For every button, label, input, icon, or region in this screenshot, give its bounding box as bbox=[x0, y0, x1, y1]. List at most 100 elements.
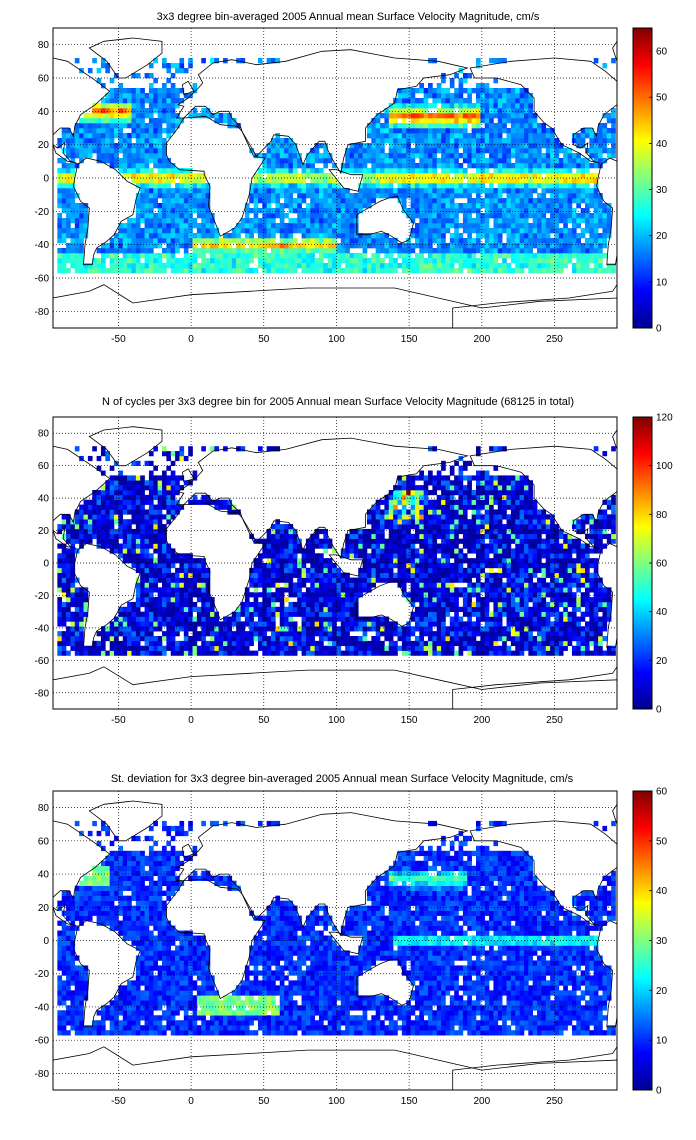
heatmap-cell bbox=[419, 173, 424, 179]
heatmap-cell bbox=[419, 118, 424, 124]
heatmap-cell bbox=[371, 640, 376, 647]
heatmap-cell bbox=[314, 208, 320, 214]
heatmap-cell bbox=[353, 213, 359, 219]
heatmap-cell bbox=[593, 263, 599, 269]
heatmap-cell bbox=[271, 253, 276, 259]
heatmap-cell bbox=[375, 168, 381, 174]
heatmap-cell bbox=[288, 178, 294, 184]
heatmap-cell bbox=[567, 173, 573, 179]
heatmap-cell bbox=[153, 616, 158, 622]
heatmap-cell bbox=[201, 198, 206, 204]
heatmap-cell bbox=[275, 178, 281, 184]
heatmap-cell bbox=[593, 183, 599, 189]
heatmap-cell bbox=[240, 243, 246, 249]
heatmap-cell bbox=[292, 153, 298, 159]
heatmap-cell bbox=[571, 158, 577, 164]
heatmap-cell bbox=[532, 128, 538, 134]
heatmap-cell bbox=[358, 621, 363, 627]
heatmap-cell bbox=[214, 228, 220, 234]
heatmap-cell bbox=[153, 58, 158, 64]
heatmap-cell bbox=[218, 621, 224, 627]
heatmap-cell bbox=[436, 88, 442, 94]
heatmap-cell bbox=[476, 631, 481, 637]
heatmap-cell bbox=[266, 148, 272, 154]
heatmap-cell bbox=[419, 626, 424, 632]
heatmap-cell bbox=[410, 268, 416, 274]
heatmap-cell bbox=[66, 218, 71, 224]
heatmap-cell bbox=[585, 148, 590, 154]
heatmap-cell bbox=[489, 173, 494, 179]
heatmap-cell bbox=[589, 188, 595, 194]
heatmap-cell bbox=[288, 163, 294, 169]
heatmap-cell bbox=[122, 103, 128, 109]
heatmap-cell bbox=[170, 253, 176, 259]
heatmap-cell bbox=[519, 645, 525, 651]
heatmap-cell bbox=[441, 103, 446, 109]
heatmap-cell bbox=[183, 243, 189, 249]
heatmap-cell bbox=[192, 203, 198, 209]
heatmap-cell bbox=[519, 118, 525, 124]
heatmap-cell bbox=[166, 636, 172, 642]
heatmap-cell bbox=[571, 178, 577, 184]
heatmap-cell bbox=[61, 238, 67, 244]
heatmap-cell bbox=[340, 258, 346, 264]
heatmap-cell bbox=[144, 248, 150, 254]
heatmap-cell bbox=[554, 203, 560, 209]
heatmap-cell bbox=[432, 645, 438, 651]
heatmap-cell bbox=[441, 143, 446, 149]
heatmap-cell bbox=[87, 138, 93, 144]
heatmap-cell bbox=[310, 611, 315, 617]
heatmap-cell bbox=[458, 123, 464, 129]
heatmap-cell bbox=[319, 228, 324, 234]
heatmap-cell bbox=[406, 248, 411, 254]
heatmap-cell bbox=[550, 640, 555, 647]
heatmap-cell bbox=[541, 153, 547, 159]
heatmap-cell bbox=[323, 263, 329, 269]
heatmap-cell bbox=[410, 626, 416, 632]
heatmap-cell bbox=[571, 198, 577, 204]
heatmap-cell bbox=[441, 78, 446, 84]
heatmap-cell bbox=[301, 626, 307, 632]
heatmap-cell bbox=[393, 133, 398, 139]
heatmap-cell bbox=[196, 193, 202, 199]
heatmap-cell bbox=[523, 158, 529, 164]
heatmap-cell bbox=[589, 228, 595, 234]
heatmap-cell bbox=[449, 597, 455, 603]
heatmap-cell bbox=[410, 597, 416, 603]
heatmap-cell bbox=[353, 163, 359, 169]
heatmap-cell bbox=[563, 621, 568, 627]
heatmap-cell bbox=[144, 193, 150, 199]
heatmap-cell bbox=[497, 153, 503, 159]
heatmap-cell bbox=[502, 178, 507, 184]
heatmap-cell bbox=[61, 645, 67, 651]
heatmap-cell bbox=[327, 208, 333, 214]
heatmap-cell bbox=[371, 148, 376, 154]
heatmap-cell bbox=[419, 587, 424, 593]
heatmap-cell bbox=[74, 611, 80, 617]
heatmap-cell bbox=[506, 587, 512, 593]
heatmap-cell bbox=[244, 587, 250, 593]
heatmap-cell bbox=[384, 163, 390, 169]
heatmap-cell bbox=[118, 611, 124, 617]
heatmap-cell bbox=[297, 582, 302, 588]
heatmap-cell bbox=[510, 108, 516, 114]
heatmap-cell bbox=[114, 108, 119, 114]
heatmap-cell bbox=[244, 636, 250, 642]
heatmap-cell bbox=[523, 233, 529, 239]
heatmap-cell bbox=[602, 208, 608, 214]
heatmap-cell bbox=[406, 597, 411, 603]
heatmap-cell bbox=[327, 621, 333, 627]
heatmap-cell bbox=[401, 268, 407, 274]
heatmap-cell bbox=[196, 621, 202, 627]
heatmap-cell bbox=[249, 198, 254, 204]
heatmap-cell bbox=[545, 208, 551, 214]
heatmap-cell bbox=[340, 640, 346, 647]
heatmap-cell bbox=[140, 636, 145, 642]
heatmap-cell bbox=[541, 213, 547, 219]
heatmap-cell bbox=[57, 198, 63, 204]
heatmap-cell bbox=[183, 183, 189, 189]
heatmap-cell bbox=[175, 183, 180, 189]
heatmap-cell bbox=[249, 228, 254, 234]
heatmap-cell bbox=[436, 611, 442, 617]
heatmap-cell bbox=[214, 611, 220, 617]
